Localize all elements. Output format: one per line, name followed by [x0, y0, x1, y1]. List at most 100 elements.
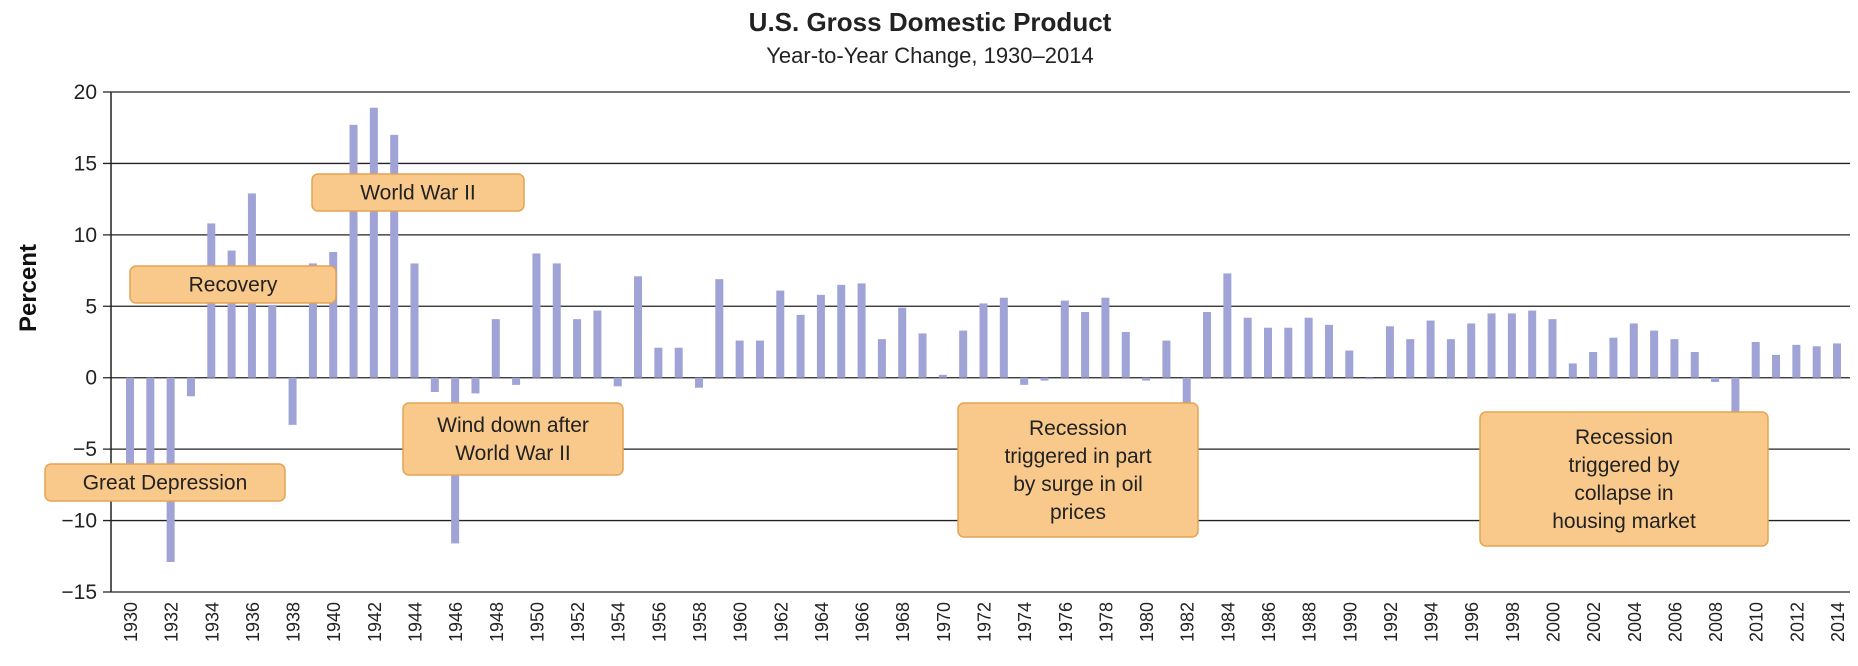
bar-1931 — [146, 377, 155, 470]
x-tick-label: 1964 — [812, 602, 832, 642]
bar-1958 — [695, 377, 703, 388]
bar-2013 — [1812, 346, 1821, 378]
bar-1960 — [735, 340, 744, 378]
x-tick-label: 2004 — [1625, 602, 1645, 642]
bar-1986 — [1264, 327, 1272, 378]
bar-2004 — [1629, 323, 1638, 378]
y-tick-label: 5 — [85, 295, 97, 318]
x-tick-label: 1960 — [731, 602, 751, 642]
annotation-text: triggered in part — [1004, 445, 1151, 468]
annotation-background — [1479, 411, 1769, 547]
bar-1962 — [776, 290, 785, 378]
x-tick-label: 1954 — [609, 602, 629, 642]
bar-2001 — [1568, 363, 1577, 378]
bar-1959 — [715, 279, 724, 378]
bar-2014 — [1833, 343, 1841, 378]
bar-2005 — [1650, 330, 1659, 378]
bar-2003 — [1609, 337, 1618, 378]
bar-1983 — [1203, 312, 1212, 378]
x-tick-label: 2006 — [1665, 602, 1685, 642]
x-tick-label: 1998 — [1503, 602, 1523, 642]
bar-1947 — [471, 377, 480, 394]
y-tick-label: 15 — [74, 152, 97, 175]
bar-1939 — [308, 263, 317, 378]
bar-1967 — [877, 339, 886, 378]
bar-1985 — [1243, 317, 1252, 378]
bar-1965 — [837, 284, 846, 378]
y-tick-label: 10 — [74, 224, 97, 247]
bar-2010 — [1751, 342, 1760, 378]
bar-1955 — [634, 276, 643, 378]
bar-1948 — [491, 319, 500, 378]
bar-1944 — [410, 263, 419, 378]
annotation-box: Wind down after World War II — [402, 402, 624, 476]
annotation-text: triggered by — [1569, 454, 1680, 477]
bar-1995 — [1446, 339, 1455, 378]
bar-1974 — [1020, 377, 1029, 385]
bar-1999 — [1528, 310, 1537, 378]
bar-1989 — [1324, 324, 1333, 378]
x-tick-label: 1946 — [446, 602, 466, 642]
bar-1997 — [1487, 313, 1496, 378]
x-tick-label: 1934 — [202, 602, 222, 642]
bar-1942 — [369, 107, 378, 378]
x-tick-label: 1932 — [162, 602, 182, 642]
bar-2007 — [1690, 352, 1699, 378]
x-tick-label: 1936 — [243, 602, 263, 642]
bar-1992 — [1385, 326, 1394, 378]
annotation-text: World War II — [455, 442, 571, 465]
x-tick-label: 1974 — [1015, 602, 1035, 642]
bar-1981 — [1162, 340, 1171, 378]
x-tick-label: 1958 — [690, 602, 710, 642]
bar-1938 — [288, 377, 297, 425]
bar-1963 — [796, 314, 805, 378]
bar-1945 — [430, 377, 439, 392]
annotation-background — [44, 463, 286, 502]
annotation-background — [311, 173, 525, 212]
annotation-text: prices — [1050, 501, 1106, 524]
x-tick-label: 2014 — [1828, 602, 1848, 642]
x-tick-label: 2002 — [1584, 602, 1604, 642]
bar-1978 — [1101, 297, 1110, 378]
y-tick-label: 20 — [74, 81, 97, 104]
bar-1968 — [898, 307, 907, 378]
x-tick-label: 1994 — [1422, 602, 1442, 642]
bar-2011 — [1772, 354, 1781, 378]
bar-1988 — [1304, 317, 1313, 378]
bar-1972 — [979, 303, 988, 378]
annotation-box: Recession triggered by collapse in housing … — [1479, 411, 1769, 547]
x-tick-label: 1996 — [1462, 602, 1482, 642]
y-tick-label: 0 — [85, 367, 97, 390]
bar-1984 — [1223, 273, 1232, 378]
x-tick-label: 1940 — [324, 602, 344, 642]
x-tick-label: 1948 — [487, 602, 507, 642]
x-tick-label: 2000 — [1544, 602, 1564, 642]
annotation-text: Recovery — [189, 274, 278, 297]
x-tick-label: 1942 — [365, 602, 385, 642]
bar-1933 — [186, 377, 195, 397]
bar-1973 — [999, 297, 1008, 378]
bar-1935 — [227, 250, 236, 378]
annotation-box: Recovery — [129, 265, 337, 304]
x-tick-label: 1956 — [649, 602, 669, 642]
bar-1991 — [1365, 377, 1374, 380]
bar-1979 — [1121, 332, 1130, 378]
x-tick-label: 1970 — [934, 602, 954, 642]
annotation-text: by surge in oil — [1013, 473, 1143, 496]
x-tick-label: 1984 — [1218, 602, 1238, 642]
bar-1941 — [349, 124, 358, 378]
x-tick-label: 1990 — [1340, 602, 1360, 642]
bar-1975 — [1040, 377, 1049, 381]
bar-1982 — [1182, 377, 1191, 405]
y-tick-label: −10 — [61, 510, 97, 533]
x-tick-label: 1992 — [1381, 602, 1401, 642]
x-tick-label: 1972 — [975, 602, 995, 642]
x-tick-label: 1944 — [406, 602, 426, 642]
x-tick-label: 1950 — [527, 602, 547, 642]
bar-1951 — [552, 263, 561, 378]
x-tick-label: 1930 — [121, 602, 141, 642]
bar-2006 — [1670, 339, 1679, 378]
bar-1996 — [1467, 323, 1476, 378]
